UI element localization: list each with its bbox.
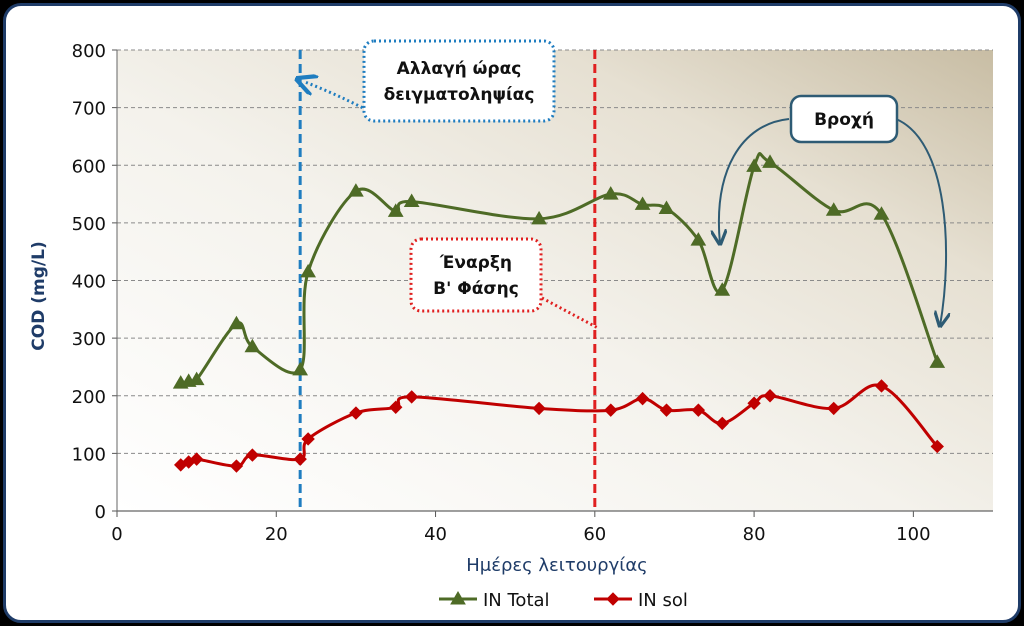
data-point [762,154,778,168]
phase-callout-text: Β' Φάσης [433,279,519,299]
legend-marker-2 [606,592,620,606]
y-tick-label: 800 [72,41,106,62]
data-point [690,232,707,246]
data-point [403,193,420,208]
axes: 0 100 200 300 400 500 600 700 800 0 20 40 60 80 100 [72,41,993,545]
rain-arrow-left [719,118,790,244]
data-point [691,403,706,417]
data-point [763,389,777,403]
y-tick-label: 700 [72,99,106,120]
legend-marker-1 [450,591,466,605]
y-tick-label: 300 [72,329,106,350]
sampling-callout-arrow [305,82,368,112]
annotation-boxes: Αλλαγή ώρας δειγματοληψίας Έναρξη Β' Φάσης Β… [362,39,899,313]
legend: IN Total IN sol [439,590,688,611]
y-tick-label: 600 [72,156,106,177]
sampling-callout-text: δειγματοληψίας [384,85,535,105]
phase-callout-box [409,237,543,313]
data-point [604,403,618,417]
y-tick-label: 100 [72,444,106,465]
data-point [293,452,307,466]
data-point [348,183,364,197]
data-point [531,210,547,225]
x-tick-label: 0 [111,524,122,545]
phase-callout-text: Έναρξη [439,253,512,273]
series-group [172,152,946,473]
data-point [746,158,762,172]
x-axis-label: Ημέρες λειτουργίας [466,555,648,576]
data-point [389,400,403,414]
data-point [825,202,842,216]
cod-line-chart: 0 100 200 300 400 500 600 700 800 0 20 40 60 80 100 Αλ… [29,39,993,611]
data-point [873,206,890,220]
chart-frame: 0 100 200 300 400 500 600 700 800 0 20 40 60 80 100 Αλ… [3,3,1021,623]
data-point [300,263,316,278]
data-point [229,459,244,473]
y-tick-label: 0 [95,502,106,523]
data-point [228,315,245,330]
y-tick-label: 500 [72,214,106,235]
data-point [747,396,761,410]
gridlines [117,49,993,454]
rain-arrow-right [895,118,946,326]
data-point [245,448,260,462]
x-tick-label: 60 [583,524,606,545]
x-tick-label: 80 [743,524,766,545]
y-tick-label: 400 [72,272,106,293]
data-point [602,186,619,200]
data-point [930,439,944,454]
legend-label-2: IN sol [638,590,688,611]
x-tick-label: 100 [896,524,930,545]
rain-callout-box [789,94,899,144]
sampling-callout-box [362,39,556,123]
data-point [188,371,205,386]
data-point [387,203,404,217]
data-point [659,403,674,417]
data-point [301,432,315,446]
data-point [292,361,309,376]
y-axis-label: COD (mg/L) [29,241,49,350]
data-point [635,391,650,406]
sampling-callout-text: Αλλαγή ώρας [397,59,522,79]
data-point [929,354,946,368]
data-point [634,196,651,210]
annotation-arrows [305,82,946,330]
marker-lines [298,50,597,511]
data-point [244,338,261,353]
x-tick-label: 20 [265,524,288,545]
data-point [827,401,841,416]
data-point [658,200,675,214]
x-tick-label: 40 [424,524,447,545]
data-point [874,379,889,393]
data-point [349,406,363,420]
y-tick-label: 200 [72,387,106,408]
rain-callout-text: Βροχή [814,110,874,130]
data-point [714,282,731,296]
phase-callout-arrow [541,296,599,330]
data-point [532,401,546,416]
legend-label-1: IN Total [483,590,550,611]
data-point [189,452,204,466]
data-point [404,390,419,404]
data-point [715,416,729,431]
